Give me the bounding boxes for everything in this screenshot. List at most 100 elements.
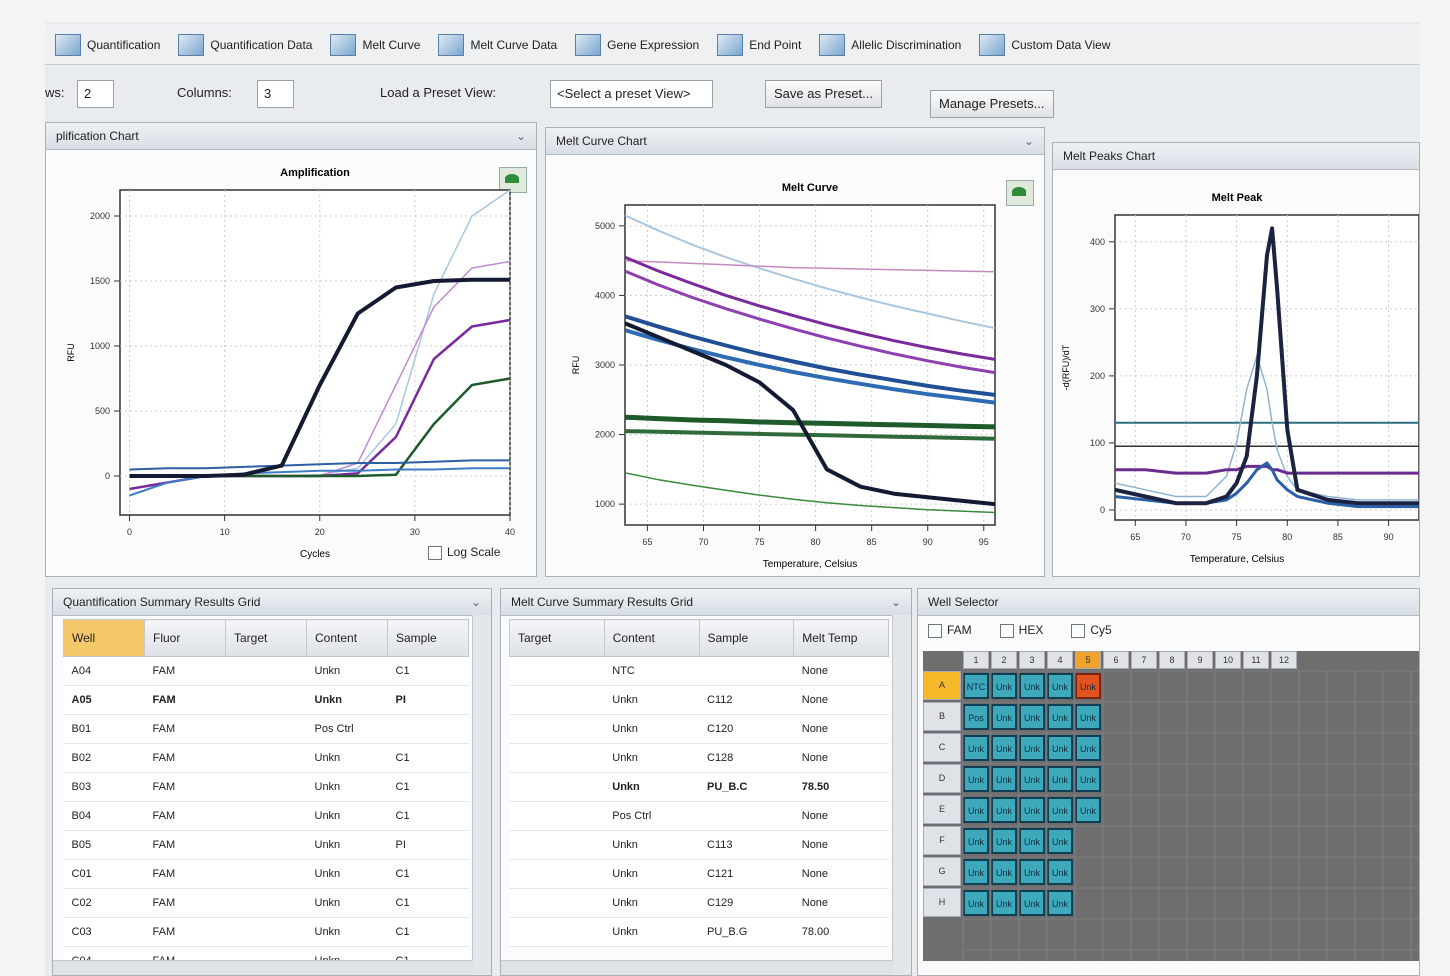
well[interactable]: Unk (1047, 673, 1073, 699)
row-header[interactable]: D (923, 764, 961, 793)
well[interactable]: Unk (1075, 704, 1101, 730)
scrollbar[interactable] (501, 960, 893, 975)
checkbox[interactable] (928, 624, 942, 638)
tab[interactable]: Gene Expression (575, 34, 699, 56)
well[interactable]: Unk (963, 890, 989, 916)
well[interactable]: Unk (963, 797, 989, 823)
well[interactable]: Unk (1019, 704, 1045, 730)
column-header[interactable]: 8 (1159, 651, 1185, 669)
well[interactable]: NTC (963, 673, 989, 699)
column-header[interactable]: 7 (1131, 651, 1157, 669)
scrollbar[interactable] (472, 615, 491, 975)
manage-presets-button[interactable]: Manage Presets... (930, 90, 1054, 118)
column-header[interactable]: 11 (1243, 651, 1269, 669)
scrollbar[interactable] (892, 615, 911, 975)
well[interactable]: Unk (1047, 797, 1073, 823)
fluor-option[interactable]: Cy5 (1071, 623, 1111, 637)
checkbox[interactable] (1000, 624, 1014, 638)
column-header[interactable]: 4 (1047, 651, 1073, 669)
row-header[interactable]: C (923, 733, 961, 762)
row-header[interactable]: F (923, 826, 961, 855)
well[interactable]: Unk (963, 828, 989, 854)
row-header[interactable]: G (923, 857, 961, 886)
well[interactable]: Unk (1047, 735, 1073, 761)
tab[interactable]: Quantification (55, 34, 160, 56)
row-header[interactable]: B (923, 702, 961, 731)
column-header[interactable]: 6 (1103, 651, 1129, 669)
preset-select[interactable]: <Select a preset View> (550, 80, 713, 108)
well[interactable]: Unk (963, 766, 989, 792)
tab[interactable]: Allelic Discrimination (819, 34, 961, 56)
tab[interactable]: Melt Curve Data (438, 34, 557, 56)
tab[interactable]: Quantification Data (178, 34, 312, 56)
column-header[interactable]: Content (307, 620, 388, 657)
column-header[interactable]: Sample (699, 620, 794, 657)
column-header[interactable]: Well (64, 620, 145, 657)
well[interactable]: Unk (1075, 797, 1101, 823)
row-header[interactable]: E (923, 795, 961, 824)
column-header[interactable]: Target (226, 620, 307, 657)
well[interactable]: Unk (1019, 859, 1045, 885)
columns-select[interactable]: 3 (257, 80, 294, 108)
well[interactable]: Unk (1047, 828, 1073, 854)
rows-select[interactable]: 2 (77, 80, 114, 108)
fluor-option[interactable]: HEX (1000, 623, 1044, 637)
well[interactable]: Unk (1019, 890, 1045, 916)
column-header[interactable]: 1 (963, 651, 989, 669)
well[interactable]: Unk (1019, 797, 1045, 823)
well[interactable]: Unk (991, 890, 1017, 916)
well[interactable]: Unk (1075, 735, 1101, 761)
well[interactable]: Unk (963, 859, 989, 885)
column-header[interactable]: Fluor (145, 620, 226, 657)
well[interactable]: Unk (1019, 673, 1045, 699)
fluor-option[interactable]: FAM (928, 623, 972, 637)
column-header[interactable]: Melt Temp (794, 620, 889, 657)
well[interactable]: Unk (991, 797, 1017, 823)
well[interactable]: Unk (1047, 704, 1073, 730)
column-header[interactable]: Target (510, 620, 605, 657)
well[interactable]: Unk (1047, 766, 1073, 792)
column-header[interactable]: 12 (1271, 651, 1297, 669)
column-header[interactable]: Sample (388, 620, 469, 657)
column-header[interactable]: 5 (1075, 651, 1101, 669)
well[interactable]: Unk (1019, 766, 1045, 792)
well[interactable]: Unk (1075, 673, 1101, 699)
well[interactable]: Pos (963, 704, 989, 730)
well[interactable]: Unk (1019, 735, 1045, 761)
tab[interactable]: Melt Curve (330, 34, 420, 56)
tab[interactable]: Custom Data View (979, 34, 1110, 56)
well[interactable]: Unk (991, 704, 1017, 730)
well[interactable]: Unk (991, 735, 1017, 761)
column-header[interactable]: 3 (1019, 651, 1045, 669)
scrollbar[interactable] (53, 960, 473, 975)
tab[interactable]: End Point (717, 34, 801, 56)
column-header[interactable]: 10 (1215, 651, 1241, 669)
well[interactable]: Unk (991, 828, 1017, 854)
column-header[interactable]: 9 (1187, 651, 1213, 669)
well[interactable]: Unk (991, 766, 1017, 792)
row-header[interactable]: H (923, 888, 961, 917)
well[interactable]: Unk (991, 859, 1017, 885)
well[interactable]: Unk (1075, 766, 1101, 792)
row-header[interactable]: A (923, 671, 961, 700)
column-header[interactable]: Content (604, 620, 699, 657)
well[interactable]: Unk (1019, 828, 1045, 854)
well[interactable]: Unk (963, 735, 989, 761)
well[interactable]: Unk (1047, 890, 1073, 916)
